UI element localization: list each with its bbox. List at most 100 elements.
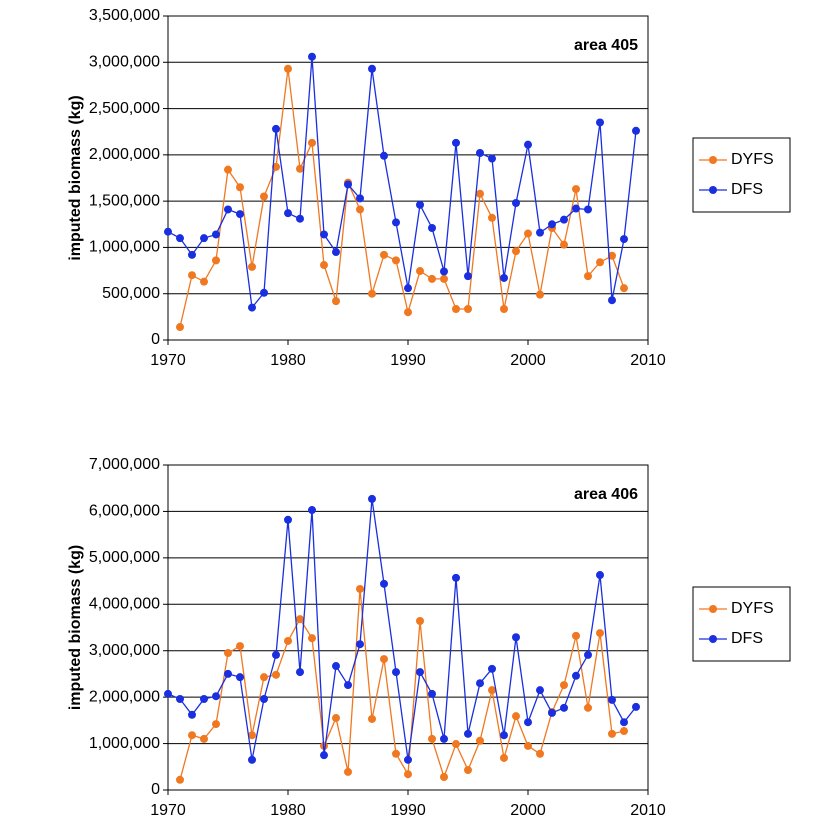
data-point (380, 655, 388, 664)
data-point (608, 695, 616, 704)
data-point (524, 718, 532, 727)
data-point (512, 633, 520, 642)
data-point (488, 213, 496, 222)
data-point (428, 734, 436, 743)
data-point (620, 235, 628, 244)
data-point (488, 154, 496, 163)
data-point (428, 689, 436, 698)
legend-label: DYFS (731, 600, 774, 617)
data-point (476, 679, 484, 688)
data-point (512, 247, 520, 256)
data-point (632, 702, 640, 711)
data-point (596, 571, 604, 580)
data-point (296, 164, 304, 173)
data-point (236, 642, 244, 651)
data-point (308, 52, 316, 61)
data-point (320, 751, 328, 760)
data-point (608, 729, 616, 738)
data-point (584, 650, 592, 659)
data-point (488, 686, 496, 695)
series-line (179, 588, 625, 780)
y-tick-label: 6,000,000 (89, 503, 160, 520)
data-point (464, 729, 472, 738)
data-point (512, 198, 520, 207)
data-point (392, 218, 400, 227)
data-point (452, 304, 460, 313)
data-point (260, 673, 268, 682)
data-point (188, 250, 196, 259)
data-point (620, 718, 628, 727)
data-point (620, 284, 628, 293)
y-tick-label: 2,500,000 (89, 100, 160, 117)
data-point (212, 720, 220, 729)
data-point (308, 506, 316, 515)
data-point (584, 272, 592, 281)
legend-marker (709, 156, 717, 164)
data-point (500, 304, 508, 313)
data-point (188, 271, 196, 280)
legend-box (692, 137, 791, 213)
data-point (308, 634, 316, 643)
data-point (368, 714, 376, 723)
data-point (368, 289, 376, 298)
data-point (452, 138, 460, 147)
x-tick-label: 1970 (150, 802, 186, 819)
data-point (512, 712, 520, 721)
x-tick-label: 1980 (270, 352, 306, 369)
data-point (320, 261, 328, 270)
data-point (212, 230, 220, 239)
data-point (584, 703, 592, 712)
y-tick-label: 3,000,000 (89, 642, 160, 659)
data-point (296, 214, 304, 223)
legend-marker (709, 186, 717, 194)
data-point (272, 124, 280, 133)
data-point (392, 668, 400, 677)
data-point (596, 258, 604, 267)
x-tick-label: 2010 (630, 352, 666, 369)
data-point (560, 703, 568, 712)
x-tick-label: 1990 (390, 802, 426, 819)
data-point (572, 204, 580, 213)
data-point (344, 767, 352, 776)
legend-marker (709, 635, 717, 643)
data-point (236, 183, 244, 192)
data-point (200, 695, 208, 703)
data-point (332, 662, 340, 671)
data-point (260, 288, 268, 297)
data-point (200, 734, 208, 743)
data-point (176, 234, 184, 243)
data-point (236, 210, 244, 219)
data-point (380, 151, 388, 160)
series-line (167, 498, 637, 760)
y-tick-label: 2,000,000 (89, 146, 160, 163)
data-point (416, 617, 424, 625)
data-point (188, 731, 196, 740)
data-point (344, 180, 352, 189)
data-point (608, 251, 616, 260)
data-point (440, 274, 448, 283)
data-point (452, 573, 460, 582)
series-line (179, 68, 625, 328)
data-point (356, 640, 364, 649)
data-point (476, 189, 484, 198)
data-point (476, 149, 484, 158)
x-tick-label: 2000 (510, 352, 546, 369)
data-point (524, 229, 532, 238)
x-tick-label: 2000 (510, 802, 546, 819)
data-point (584, 205, 592, 214)
data-point (500, 753, 508, 762)
y-tick-label: 500,000 (102, 285, 160, 302)
legend-box (692, 586, 791, 662)
data-point (500, 273, 508, 282)
data-point (536, 686, 544, 695)
data-point (416, 668, 424, 677)
data-point (548, 708, 556, 717)
legend-label: DFS (731, 630, 763, 647)
data-point (212, 692, 220, 701)
axis-title: imputed biomass (kg) (67, 545, 84, 710)
data-point (356, 584, 364, 593)
data-point (236, 673, 244, 682)
data-point (536, 290, 544, 299)
data-point (200, 277, 208, 286)
